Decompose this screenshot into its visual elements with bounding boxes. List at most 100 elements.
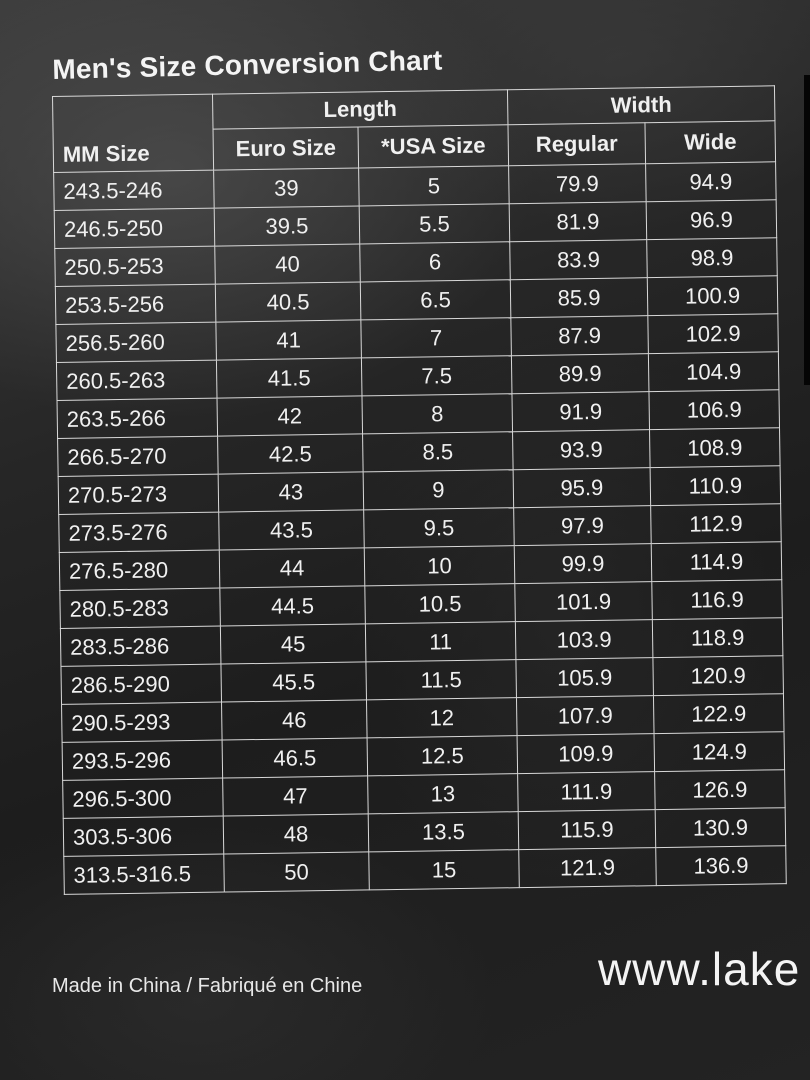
header-mm-size: MM Size: [52, 94, 214, 173]
wide-width-cell: 100.9: [647, 275, 778, 316]
mm-size-cell: 273.5-276: [58, 512, 220, 553]
mm-size-cell: 266.5-270: [57, 436, 219, 477]
wide-width-cell: 110.9: [650, 465, 781, 506]
wide-width-cell: 96.9: [646, 199, 777, 240]
usa-size-cell: 5: [358, 165, 510, 206]
usa-size-cell: 8.5: [362, 431, 514, 472]
euro-size-cell: 40.5: [215, 281, 361, 323]
mm-size-cell: 250.5-253: [54, 246, 216, 287]
regular-width-cell: 93.9: [512, 429, 651, 470]
euro-size-cell: 39: [213, 167, 360, 209]
mm-size-cell: 256.5-260: [55, 322, 217, 363]
mm-size-cell: 253.5-256: [55, 284, 216, 325]
euro-size-cell: 42.5: [217, 433, 364, 475]
usa-size-cell: 11: [365, 621, 516, 662]
euro-size-cell: 45: [220, 623, 366, 665]
mm-size-cell: 293.5-296: [62, 740, 223, 781]
mm-size-cell: 276.5-280: [59, 550, 220, 591]
wide-width-cell: 106.9: [648, 389, 780, 430]
mm-size-cell: 280.5-283: [59, 588, 221, 629]
wide-width-cell: 102.9: [647, 313, 779, 354]
regular-width-cell: 97.9: [513, 505, 652, 546]
mm-size-cell: 286.5-290: [60, 664, 222, 705]
header-usa-size: *USA Size: [357, 124, 509, 168]
regular-width-cell: 111.9: [517, 771, 656, 812]
usa-size-cell: 11.5: [365, 659, 517, 700]
mm-size-cell: 303.5-306: [63, 816, 224, 857]
euro-size-cell: 50: [223, 851, 370, 893]
regular-width-cell: 91.9: [511, 391, 650, 432]
table-body: 243.5-246 39 5 79.9 94.9 246.5-250 39.5 5.5 81.9…: [53, 161, 787, 895]
usa-size-cell: 7: [360, 317, 512, 358]
made-in-label: Made in China / Fabriqué en Chine: [52, 975, 363, 997]
euro-size-cell: 48: [223, 813, 369, 855]
chart-title: Men's Size Conversion Chart: [52, 44, 443, 85]
regular-width-cell: 99.9: [514, 543, 652, 584]
usa-size-cell: 10: [364, 545, 515, 586]
size-conversion-table-wrapper: MM Size Length Width Euro Size *USA Size…: [52, 85, 787, 895]
usa-size-cell: 10.5: [364, 583, 516, 624]
regular-width-cell: 107.9: [516, 695, 655, 736]
usa-size-cell: 9.5: [363, 507, 515, 548]
wide-width-cell: 124.9: [654, 731, 785, 772]
wide-width-cell: 122.9: [653, 693, 785, 734]
mm-size-cell: 246.5-250: [54, 208, 215, 249]
usa-size-cell: 13: [367, 773, 519, 814]
usa-size-cell: 12: [366, 697, 518, 738]
wide-width-cell: 112.9: [650, 503, 782, 544]
regular-width-cell: 81.9: [509, 201, 647, 242]
euro-size-cell: 44.5: [219, 585, 366, 627]
wide-width-cell: 108.9: [649, 427, 781, 468]
euro-size-cell: 40: [214, 243, 361, 285]
wide-width-cell: 98.9: [646, 237, 778, 278]
size-conversion-table: MM Size Length Width Euro Size *USA Size…: [52, 85, 787, 895]
regular-width-cell: 87.9: [510, 315, 649, 356]
header-euro-size: Euro Size: [213, 126, 359, 171]
wide-width-cell: 114.9: [651, 541, 782, 582]
wide-width-cell: 118.9: [652, 617, 783, 658]
usa-size-cell: 7.5: [361, 355, 512, 396]
mm-size-cell: 313.5-316.5: [63, 854, 225, 895]
header-wide: Wide: [644, 120, 776, 164]
wide-width-cell: 94.9: [645, 161, 777, 202]
mm-size-cell: 260.5-263: [56, 360, 217, 401]
header-length-group: Length: [212, 89, 508, 130]
regular-width-cell: 89.9: [511, 353, 649, 394]
euro-size-cell: 45.5: [220, 661, 367, 703]
regular-width-cell: 109.9: [517, 733, 655, 774]
regular-width-cell: 101.9: [514, 581, 653, 622]
euro-size-cell: 39.5: [214, 205, 360, 247]
wide-width-cell: 104.9: [648, 351, 779, 392]
wide-width-cell: 126.9: [654, 769, 786, 810]
usa-size-cell: 15: [368, 849, 520, 890]
header-regular: Regular: [507, 122, 646, 166]
mm-size-cell: 290.5-293: [61, 702, 223, 743]
regular-width-cell: 83.9: [509, 239, 648, 280]
regular-width-cell: 95.9: [513, 467, 651, 508]
mm-size-cell: 270.5-273: [58, 474, 219, 515]
usa-size-cell: 12.5: [367, 735, 518, 776]
usa-size-cell: 5.5: [359, 203, 510, 244]
usa-size-cell: 13.5: [368, 811, 519, 852]
euro-size-cell: 46: [221, 699, 368, 741]
wide-width-cell: 120.9: [652, 655, 784, 696]
mm-size-cell: 263.5-266: [57, 398, 218, 439]
box-edge: [804, 75, 810, 385]
euro-size-cell: 41.5: [216, 357, 362, 399]
wide-width-cell: 130.9: [655, 807, 786, 848]
mm-size-cell: 243.5-246: [53, 170, 215, 211]
usa-size-cell: 6: [359, 241, 511, 282]
regular-width-cell: 121.9: [518, 847, 657, 888]
euro-size-cell: 43: [218, 471, 364, 513]
regular-width-cell: 85.9: [510, 277, 648, 318]
website-url: www.lake: [598, 943, 801, 995]
header-width-group: Width: [507, 85, 775, 125]
euro-size-cell: 47: [222, 775, 369, 817]
euro-size-cell: 41: [215, 319, 362, 361]
euro-size-cell: 43.5: [218, 509, 365, 551]
euro-size-cell: 44: [219, 547, 365, 589]
wide-width-cell: 136.9: [655, 845, 787, 886]
euro-size-cell: 42: [216, 395, 363, 437]
usa-size-cell: 6.5: [360, 279, 511, 320]
